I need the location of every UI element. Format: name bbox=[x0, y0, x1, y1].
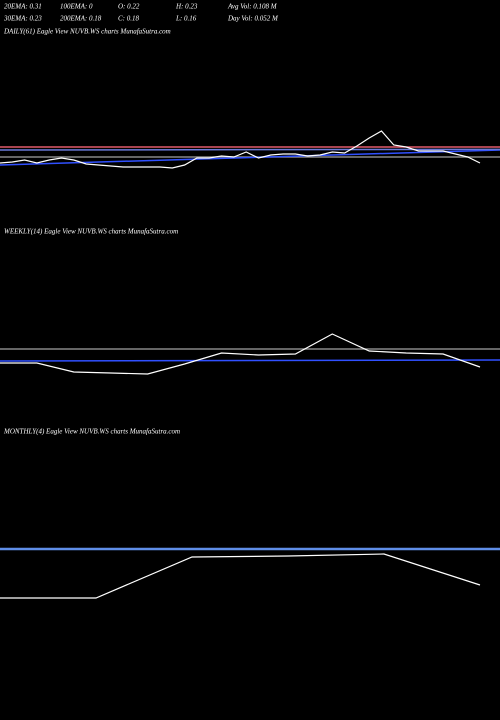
header-stat: Avg Vol: 0.108 M bbox=[227, 3, 278, 11]
price-line bbox=[0, 553, 481, 599]
header-stat: L: 0.16 bbox=[175, 15, 197, 23]
header-stat: 200EMA: 0.18 bbox=[60, 15, 102, 23]
header-stat: 30EMA: 0.23 bbox=[3, 15, 42, 23]
header-stat: 20EMA: 0.31 bbox=[4, 3, 42, 11]
header-stat: O: 0.22 bbox=[118, 3, 140, 11]
panel-title: MONTHLY(4) Eagle View NUVB.WS charts Mun… bbox=[3, 428, 180, 436]
panel-title: WEEKLY(14) Eagle View NUVB.WS charts Mun… bbox=[4, 228, 178, 236]
price-line bbox=[0, 130, 481, 169]
panel-title: DAILY(61) Eagle View NUVB.WS charts Muna… bbox=[3, 28, 171, 36]
header-stat: H: 0.23 bbox=[175, 3, 198, 11]
price-line bbox=[0, 333, 481, 375]
header-stat: C: 0.18 bbox=[118, 15, 140, 23]
header-stat: 100EMA: 0 bbox=[60, 3, 93, 11]
ema-line bbox=[0, 359, 500, 362]
header-stat: Day Vol: 0.052 M bbox=[227, 15, 279, 23]
ema-line bbox=[0, 148, 500, 151]
